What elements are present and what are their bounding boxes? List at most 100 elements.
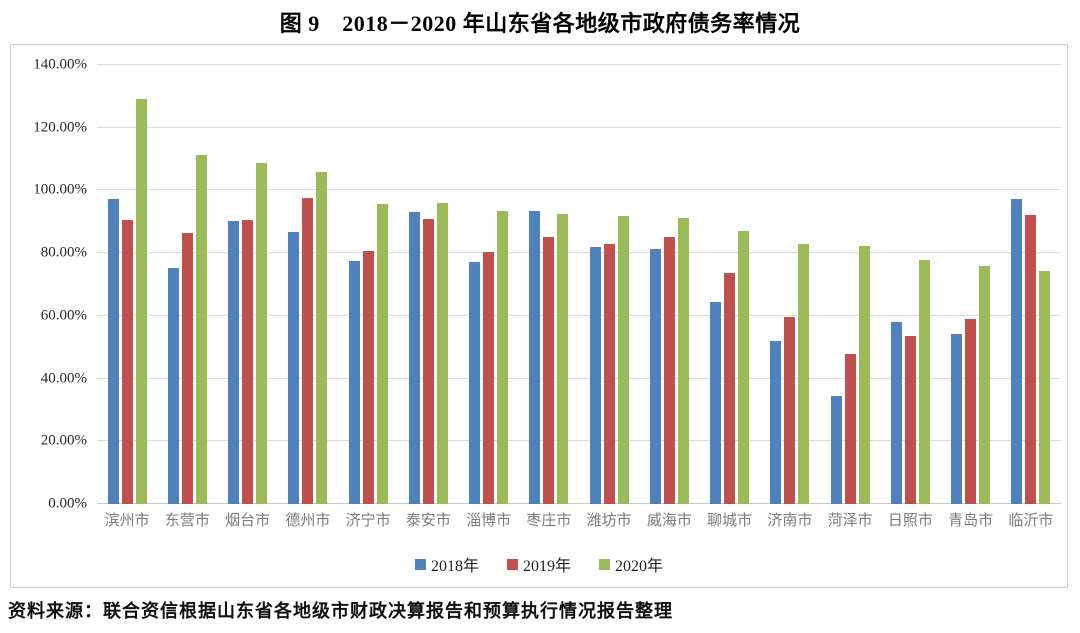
x-label-潍坊市: 潍坊市 [586, 513, 632, 529]
bar-临沂市-2020年 [1039, 271, 1051, 504]
legend-swatch-icon [414, 558, 426, 570]
bar-日照市-2018年 [890, 322, 902, 504]
legend-swatch-icon [506, 558, 518, 570]
bar-group-烟台市 [218, 65, 278, 504]
chart-title: 图 9 2018－2020 年山东省各地级市政府债务率情况 [279, 11, 801, 36]
legend-swatch-icon [599, 558, 610, 570]
bar-group-菏泽市 [820, 65, 880, 504]
bar-菏泽市-2020年 [858, 245, 870, 504]
legend-label: 2018年 [430, 558, 479, 575]
y-tick-label: 40.00% [40, 370, 87, 387]
chart-frame: 0.00% 20.00% 40.00% 60.00% 80.00% 100.00% 120.… [10, 44, 1068, 588]
bar-滨州市-2020年 [135, 98, 147, 504]
legend-item-2019年: 2019年 [506, 552, 571, 576]
bar-威海市-2018年 [649, 249, 661, 504]
bar-潍坊市-2020年 [617, 216, 629, 504]
legend-label: 2019年 [522, 558, 571, 575]
bar-德州市-2020年 [316, 171, 328, 504]
x-label-烟台市: 烟台市 [225, 513, 271, 529]
bar-临沂市-2019年 [1025, 214, 1037, 504]
bar-烟台市-2019年 [242, 219, 254, 504]
bar-group-聊城市 [700, 65, 760, 504]
grid-line-120 [97, 126, 1061, 128]
grid-line-0 [97, 503, 1061, 504]
bar-德州市-2018年 [288, 231, 300, 504]
y-tick-label: 60.00% [40, 307, 87, 324]
x-label-泰安市: 泰安市 [405, 513, 451, 529]
bar-group-临沂市 [1001, 65, 1061, 504]
grid-line-100 [97, 189, 1061, 191]
bar-济南市-2020年 [798, 243, 810, 504]
bar-青岛市-2018年 [951, 333, 963, 504]
bar-泰安市-2019年 [422, 218, 434, 504]
bar-菏泽市-2018年 [830, 395, 842, 504]
bar-淄博市-2020年 [497, 211, 509, 504]
bar-威海市-2019年 [663, 237, 675, 504]
bar-枣庄市-2018年 [529, 210, 541, 504]
bar-滨州市-2018年 [107, 198, 119, 504]
bar-威海市-2020年 [677, 218, 689, 504]
x-label-枣庄市: 枣庄市 [526, 513, 572, 529]
grid-line-20 [97, 440, 1061, 442]
bar-东营市-2019年 [181, 232, 193, 504]
bar-济宁市-2018年 [348, 261, 360, 504]
bar-聊城市-2020年 [738, 231, 750, 504]
bar-烟台市-2018年 [228, 220, 240, 504]
bar-济宁市-2019年 [362, 251, 374, 504]
bar-groups [97, 65, 1061, 504]
y-tick-label: 120.00% [33, 119, 87, 136]
legend-item-2020年: 2020年 [599, 552, 663, 576]
x-label-淄博市: 淄博市 [466, 513, 512, 529]
bar-德州市-2019年 [302, 197, 314, 504]
x-label-聊城市: 聊城市 [707, 513, 753, 529]
bar-group-滨州市 [97, 65, 157, 504]
bar-group-枣庄市 [519, 65, 579, 504]
bar-日照市-2020年 [918, 260, 930, 504]
y-tick-label: 20.00% [40, 432, 87, 449]
bar-烟台市-2020年 [256, 162, 268, 504]
bar-菏泽市-2019年 [844, 353, 856, 504]
bar-青岛市-2019年 [965, 319, 977, 504]
bar-group-济南市 [760, 65, 820, 504]
grid-line-140 [97, 64, 1061, 65]
plot-area [97, 64, 1061, 504]
x-label-临沂市: 临沂市 [1008, 513, 1054, 529]
x-label-济南市: 济南市 [767, 513, 813, 529]
bar-枣庄市-2019年 [543, 236, 555, 504]
bar-潍坊市-2019年 [603, 243, 615, 504]
legend-item-2018年: 2018年 [414, 552, 479, 576]
bar-淄博市-2019年 [483, 251, 495, 504]
grid-line-80 [97, 252, 1061, 254]
y-tick-label: 80.00% [40, 244, 87, 261]
x-label-德州市: 德州市 [285, 513, 331, 529]
legend-label: 2020年 [615, 558, 664, 575]
bar-泰安市-2020年 [436, 203, 448, 504]
bar-group-青岛市 [941, 65, 1001, 504]
legend: 2018年 2019年 2020年 [11, 552, 1067, 576]
bar-group-潍坊市 [579, 65, 639, 504]
bar-group-济宁市 [338, 65, 398, 504]
bar-淄博市-2018年 [469, 262, 481, 504]
bar-济南市-2019年 [784, 316, 796, 504]
grid-line-60 [97, 314, 1061, 316]
bar-济宁市-2020年 [376, 203, 388, 504]
bar-临沂市-2018年 [1011, 198, 1023, 504]
bar-日照市-2019年 [904, 335, 916, 504]
y-tick-label: 140.00% [33, 56, 87, 73]
bar-济南市-2018年 [770, 340, 782, 504]
source-note: 资料来源：联合资信根据山东省各地级市财政决算报告和预算执行情况报告整理 [8, 601, 673, 621]
y-tick-label: 0.00% [48, 495, 87, 512]
bar-group-威海市 [639, 65, 699, 504]
grid-line-40 [97, 377, 1061, 379]
bar-聊城市-2018年 [710, 301, 722, 504]
bar-滨州市-2019年 [121, 220, 133, 504]
x-axis-labels: 滨州市 东营市 烟台市 德州市 济宁市 泰安市 淄博市 枣庄市 潍坊市 威海市 聊城市 济南市 菏泽市日… [97, 509, 1061, 530]
x-label-滨州市: 滨州市 [104, 513, 150, 529]
y-tick-label: 100.00% [33, 181, 87, 198]
bar-青岛市-2020年 [979, 266, 991, 504]
bar-group-淄博市 [459, 65, 519, 504]
bar-聊城市-2019年 [724, 272, 736, 504]
x-label-东营市: 东营市 [164, 513, 210, 529]
x-label-济宁市: 济宁市 [345, 513, 391, 529]
